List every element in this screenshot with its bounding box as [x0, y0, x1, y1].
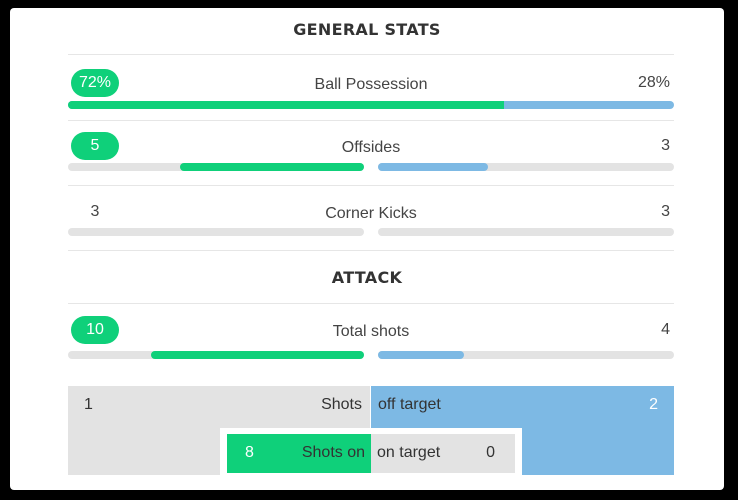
away-bar-track	[378, 228, 674, 236]
home-bar-track	[68, 351, 364, 359]
home-bar-track	[68, 163, 364, 171]
away-bar-fill	[378, 351, 464, 359]
stat-row-offsides: 5 Offsides 3	[68, 132, 674, 192]
stat-label: Offsides	[341, 139, 401, 156]
divider	[68, 303, 674, 304]
shots-off-label-left: Shots	[321, 396, 362, 413]
shots-on-target-frame: 8 Shots on on target 0	[220, 428, 522, 475]
stat-row-possession: 72% Ball Possession 28%	[68, 69, 674, 129]
stat-label: Corner Kicks	[325, 205, 417, 222]
possession-bar	[68, 101, 674, 109]
away-bar-fill	[378, 163, 488, 171]
shots-target-visual: 1 Shots off target 2 8 Shots on on targe…	[68, 386, 674, 475]
divider	[68, 250, 674, 251]
away-value: 3	[661, 203, 670, 220]
home-value-badge: 5	[71, 132, 119, 160]
stat-label: Total shots	[332, 323, 410, 340]
shots-off-away-value: 2	[649, 396, 658, 413]
home-bar-track	[68, 228, 364, 236]
attack-heading: ATTACK	[331, 268, 403, 287]
home-bar-fill	[150, 351, 364, 359]
shots-on-label-right: on target	[377, 444, 441, 461]
stat-row-total-shots: 10 Total shots 4	[68, 316, 674, 376]
away-bar-track	[378, 163, 674, 171]
stat-row-corners: 3 Corner Kicks 3	[68, 198, 674, 258]
divider	[68, 54, 674, 55]
home-bar-fill	[180, 163, 364, 171]
home-value-badge: 10	[71, 316, 119, 344]
divider	[68, 120, 674, 121]
general-stats-heading: GENERAL STATS	[293, 20, 441, 39]
shots-on-home-value: 8	[245, 444, 254, 461]
away-bar-track	[378, 351, 674, 359]
possession-home-fill	[68, 101, 505, 109]
shots-on-away-value: 0	[486, 444, 495, 461]
home-value-badge: 72%	[71, 69, 119, 97]
divider	[68, 185, 674, 186]
shots-on-label-left: Shots on	[301, 444, 365, 461]
away-value: 4	[661, 321, 670, 338]
shots-off-home-value: 1	[84, 396, 93, 413]
home-value: 3	[90, 203, 100, 220]
stat-label: Ball Possession	[314, 76, 428, 93]
away-value: 3	[661, 137, 670, 154]
away-value: 28%	[637, 74, 670, 91]
shots-off-label-right: off target	[378, 396, 441, 413]
shots-on-target-home-area: 8 Shots on	[227, 434, 371, 473]
shots-on-target-away-area: on target 0	[371, 434, 515, 473]
match-stats-panel: GENERAL STATS 72% Ball Possession 28% 5 …	[10, 8, 724, 490]
